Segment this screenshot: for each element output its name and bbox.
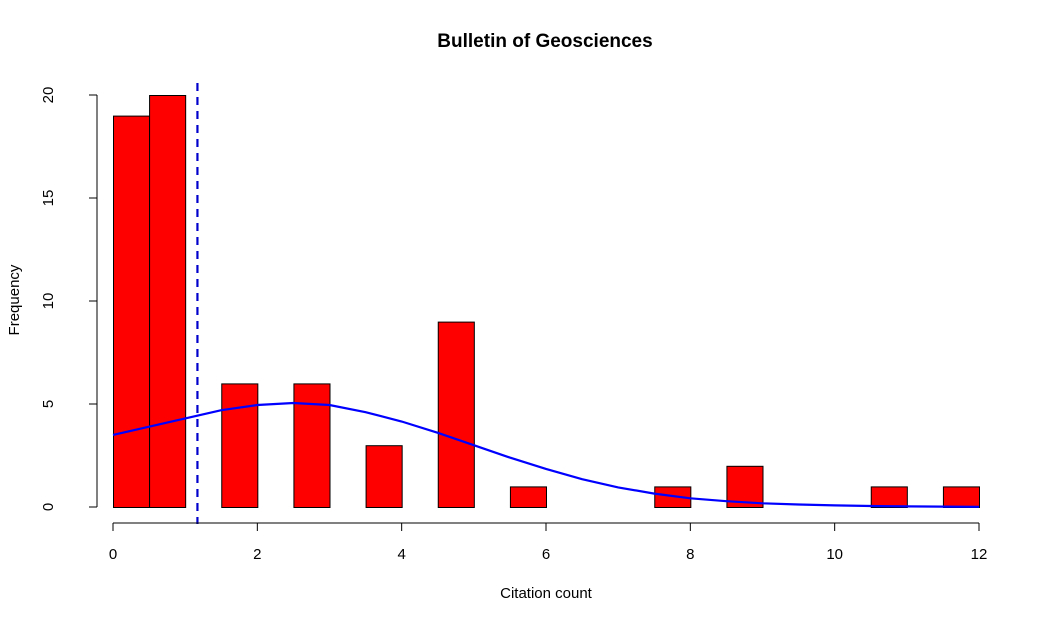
curve-group <box>112 401 980 508</box>
x-axis-label: Citation count <box>500 585 593 602</box>
y-tick-label-4: 20 <box>40 87 57 104</box>
y-axis-label: Frequency <box>6 264 23 335</box>
x-axis: 0 2 4 6 8 10 12 <box>109 522 988 563</box>
x-tick-label-4: 8 <box>686 546 694 563</box>
y-tick-label-1: 5 <box>40 400 57 408</box>
histogram-bar-5 <box>437 321 475 508</box>
x-tick-label-6: 12 <box>971 546 988 563</box>
bars-group <box>113 95 981 509</box>
x-tick-label-5: 10 <box>826 546 843 563</box>
chart-title: Bulletin of Geosciences <box>437 31 652 52</box>
histogram-bar-0 <box>113 115 151 508</box>
histogram-bar-1 <box>149 95 187 508</box>
x-tick-label-2: 4 <box>397 546 405 563</box>
histogram-bar-4 <box>365 445 403 509</box>
histogram-bar-2 <box>221 383 259 508</box>
y-axis: 0 5 10 15 20 <box>40 87 98 511</box>
histogram-bar-7 <box>654 486 692 508</box>
y-tick-label-2: 10 <box>40 293 57 310</box>
y-tick-label-3: 15 <box>40 190 57 207</box>
x-tick-label-1: 2 <box>253 546 261 563</box>
histogram-bar-10 <box>942 486 981 508</box>
histogram-bar-6 <box>509 486 547 508</box>
y-tick-label-0: 0 <box>40 503 57 511</box>
x-tick-label-3: 6 <box>542 546 550 563</box>
fitted-curve <box>112 401 980 508</box>
x-tick-label-0: 0 <box>109 546 117 563</box>
histogram-bar-9 <box>870 486 908 508</box>
